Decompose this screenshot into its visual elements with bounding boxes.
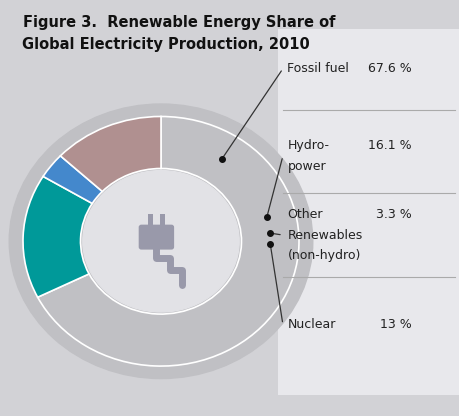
Text: Hydro-: Hydro- (287, 139, 329, 152)
Text: Global Electricity Production, 2010: Global Electricity Production, 2010 (22, 37, 309, 52)
Wedge shape (23, 176, 92, 297)
Text: power: power (287, 160, 325, 173)
Text: Nuclear: Nuclear (287, 318, 335, 331)
Bar (148, 214, 152, 227)
Text: Fossil fuel: Fossil fuel (287, 62, 349, 75)
Wedge shape (38, 116, 298, 366)
Bar (160, 214, 164, 227)
Text: 16.1 %: 16.1 % (367, 139, 411, 152)
Text: (non-hydro): (non-hydro) (287, 249, 360, 262)
Circle shape (9, 104, 312, 379)
Text: Figure 3.  Renewable Energy Share of: Figure 3. Renewable Energy Share of (23, 15, 335, 30)
Text: Renewables: Renewables (287, 228, 362, 242)
Wedge shape (60, 116, 161, 191)
Text: Other: Other (287, 208, 322, 221)
Circle shape (83, 171, 239, 312)
Text: 13 %: 13 % (379, 318, 411, 331)
Text: 67.6 %: 67.6 % (367, 62, 411, 75)
Text: 3.3 %: 3.3 % (375, 208, 411, 221)
FancyBboxPatch shape (139, 225, 174, 250)
FancyBboxPatch shape (278, 29, 459, 395)
Wedge shape (43, 156, 102, 203)
